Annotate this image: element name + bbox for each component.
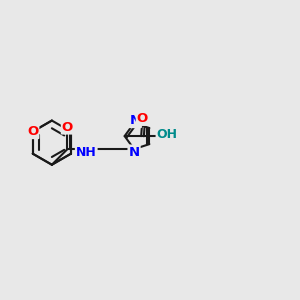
Text: NH: NH [76, 146, 97, 159]
Text: N: N [130, 114, 141, 127]
Text: O: O [27, 125, 38, 138]
Text: N: N [128, 146, 140, 159]
Text: O: O [62, 121, 73, 134]
Text: O: O [137, 112, 148, 125]
Text: OH: OH [157, 128, 178, 141]
